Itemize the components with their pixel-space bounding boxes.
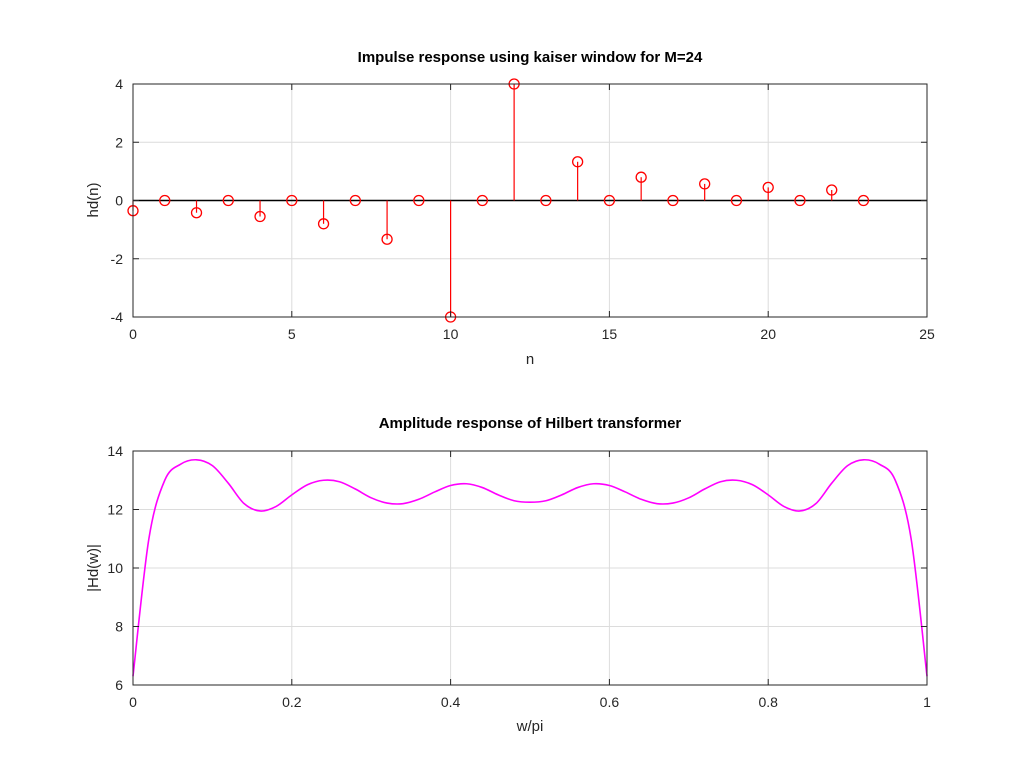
impulse-y-tick-label: 0: [115, 193, 123, 209]
amplitude-plot-curve: [132, 458, 928, 677]
stem-marker: [476, 194, 489, 207]
stem-marker: [159, 194, 171, 207]
stem-marker: [381, 233, 393, 245]
impulse-response-plot: Impulse response using kaiser window for…: [85, 49, 935, 368]
stem-marker: [286, 194, 298, 207]
amplitude-x-tick-label: 0: [129, 694, 137, 710]
stem-marker: [190, 207, 203, 219]
amplitude-y-tick-label: 6: [115, 677, 123, 693]
impulse-x-tick-label: 10: [443, 326, 459, 342]
stem-marker: [317, 218, 330, 230]
stem-marker: [794, 194, 806, 207]
amplitude-y-tick-label: 12: [107, 502, 123, 518]
impulse-x-tick-label: 0: [129, 326, 137, 342]
impulse-plot-ylabel: hd(n): [85, 182, 102, 217]
stem-marker: [635, 171, 647, 183]
amplitude-y-tick-label: 14: [107, 443, 123, 459]
impulse-y-tick-label: -2: [111, 251, 124, 267]
stem-marker: [571, 156, 584, 168]
stem-marker: [603, 194, 616, 207]
amplitude-x-tick-label: 0.2: [282, 694, 302, 710]
impulse-plot-ticks: 0 5 10 15 20 25 -4 -2 0 2 4: [111, 76, 935, 342]
impulse-plot-title: Impulse response using kaiser window for…: [358, 49, 703, 66]
stem-marker: [762, 181, 774, 194]
amplitude-y-tick-label: 10: [107, 560, 123, 576]
stem-marker: [730, 194, 743, 207]
amplitude-x-tick-label: 1: [923, 694, 931, 710]
amplitude-response-plot: Amplitude response of Hilbert transforme…: [85, 415, 931, 735]
impulse-x-tick-label: 25: [919, 326, 935, 342]
impulse-x-tick-label: 5: [288, 326, 296, 342]
amplitude-plot-xlabel: w/pi: [516, 718, 544, 735]
stem-marker: [540, 194, 552, 207]
amplitude-y-tick-label: 8: [115, 619, 123, 635]
stem-marker: [667, 194, 679, 207]
impulse-x-tick-label: 20: [760, 326, 776, 342]
impulse-plot-xlabel: n: [526, 351, 534, 368]
stem-marker: [826, 184, 838, 196]
impulse-y-tick-label: -4: [111, 309, 124, 325]
amplitude-x-tick-label: 0.8: [758, 694, 778, 710]
amplitude-x-tick-label: 0.4: [441, 694, 461, 710]
stem-marker: [349, 194, 361, 207]
stem-marker: [413, 194, 425, 207]
amplitude-plot-ticks: 0 0.2 0.4 0.6 0.8 1 6 8 10 12 14: [107, 443, 931, 710]
amplitude-plot-ylabel: |Hd(w)|: [85, 544, 102, 592]
stem-marker: [699, 178, 711, 190]
impulse-x-tick-label: 15: [602, 326, 618, 342]
impulse-y-tick-label: 2: [115, 134, 123, 150]
amplitude-x-tick-label: 0.6: [600, 694, 620, 710]
amplitude-plot-title: Amplitude response of Hilbert transforme…: [379, 415, 682, 432]
stem-marker: [254, 210, 266, 223]
amplitude-series-line: [132, 458, 928, 677]
stem-marker: [857, 194, 870, 207]
impulse-y-tick-label: 4: [115, 76, 123, 92]
stem-marker: [222, 194, 234, 207]
